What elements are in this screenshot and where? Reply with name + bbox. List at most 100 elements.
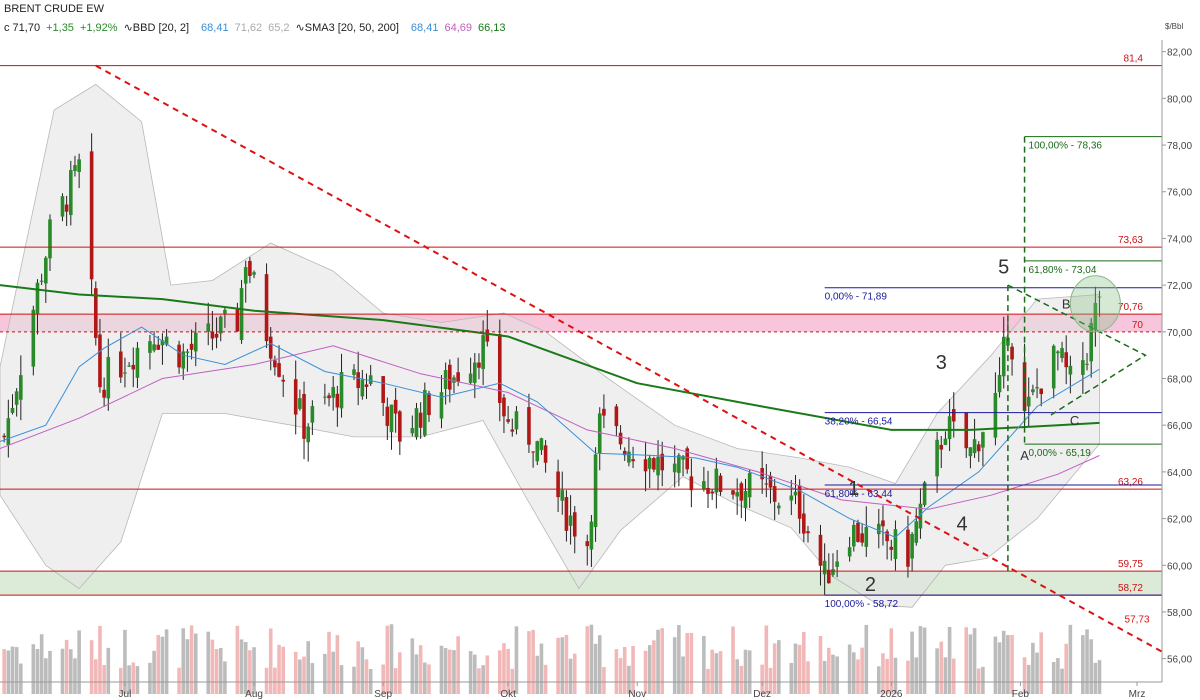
candle-body: [193, 332, 198, 352]
candle-body: [39, 280, 44, 282]
candle-body: [631, 459, 635, 462]
candle-body: [339, 371, 344, 409]
y-tick-label: 60,00: [1167, 561, 1192, 572]
candle-body: [427, 393, 431, 416]
candle-body: [2, 435, 6, 438]
volume-bar: [152, 650, 156, 694]
volume-bar: [802, 631, 806, 694]
candle-body: [64, 204, 69, 212]
x-tick-label: Mrz: [1129, 689, 1146, 700]
x-tick-label: Feb: [1012, 689, 1030, 700]
volume-bar: [248, 650, 252, 694]
volume-bar: [1035, 652, 1039, 694]
candle-body: [35, 282, 40, 314]
bollinger-band: [0, 83, 1100, 608]
volume-bar: [827, 647, 831, 694]
candle-body: [381, 376, 385, 404]
sma-label: ∿SMA3 [20, 50, 200]: [295, 22, 399, 34]
volume-bar: [89, 640, 94, 694]
volume-bar: [535, 655, 540, 694]
candle-body: [847, 547, 852, 557]
candle-body: [44, 257, 48, 284]
candle-body: [481, 335, 485, 370]
candle-body: [1031, 389, 1035, 393]
volume-bar: [77, 630, 81, 694]
candle-body: [768, 475, 773, 488]
candle-body: [206, 323, 211, 332]
volume-bar: [1064, 643, 1069, 694]
y-unit-label: $/Bbl: [1165, 22, 1183, 31]
candle-body: [385, 406, 390, 426]
candle-body: [506, 419, 510, 422]
volume-bar: [477, 668, 481, 694]
volume-bar: [497, 650, 502, 694]
volume-bar: [456, 636, 460, 694]
volume-bar: [627, 665, 631, 694]
volume-bar: [277, 644, 281, 694]
candle-body: [772, 486, 777, 502]
volume-bar: [777, 640, 781, 694]
downtrend-label: 57,73: [1125, 614, 1150, 625]
fib-blue-label-2: 61,80% - 63,44: [825, 489, 893, 500]
volume-bar: [910, 631, 914, 694]
candle-body: [214, 333, 219, 338]
candle-body: [706, 487, 710, 494]
volume-bar: [768, 667, 773, 694]
volume-bar: [677, 625, 681, 694]
volume-bar: [614, 649, 619, 694]
volume-bar: [876, 666, 881, 694]
candle-body: [485, 329, 490, 342]
candle-body: [1035, 387, 1039, 389]
candle-body: [910, 533, 914, 559]
volume-bar: [418, 645, 423, 694]
candle-body: [472, 362, 477, 383]
candle-body: [876, 523, 881, 535]
volume-bar: [731, 626, 735, 694]
volume-bar: [123, 629, 127, 694]
triangle-pattern: [1007, 284, 1147, 417]
volume-bar: [764, 625, 769, 694]
candle-body: [1010, 346, 1014, 360]
volume-bar: [252, 647, 256, 694]
candle-body: [14, 391, 19, 405]
candle-body: [164, 336, 169, 345]
volume-bar: [19, 663, 23, 694]
volume-bar: [218, 647, 223, 694]
volume-bar: [943, 657, 948, 694]
candle-body: [597, 413, 602, 454]
y-tick-label: 68,00: [1167, 375, 1192, 386]
candle-body: [743, 491, 748, 508]
volume-bar: [302, 656, 306, 694]
volume-bar: [1022, 657, 1027, 694]
volume-bar: [93, 659, 98, 694]
candle-body: [922, 482, 927, 505]
volume-bar: [564, 634, 569, 694]
volume-bar: [472, 654, 477, 694]
x-tick-label: Aug: [245, 689, 263, 700]
candle-body: [356, 372, 360, 389]
fib-green-label-1: 61,80% - 73,04: [1029, 265, 1097, 276]
candle-body: [677, 455, 681, 473]
candle-body: [789, 495, 794, 501]
x-tick-label: Okt: [500, 689, 516, 700]
volume-bar: [210, 639, 215, 694]
level-label-6: 58,72: [1118, 583, 1143, 594]
volume-bar: [772, 643, 777, 694]
candle-body: [564, 497, 569, 531]
candle-body: [177, 344, 181, 368]
candle-body: [456, 372, 460, 382]
volume-bar: [356, 641, 360, 694]
volume-bar: [797, 644, 802, 694]
volume-bar: [906, 660, 910, 694]
candle-body: [943, 438, 948, 445]
volume-bar: [48, 650, 52, 694]
volume-bar: [385, 625, 390, 694]
level-label-5: 59,75: [1118, 559, 1143, 570]
volume-bar: [214, 649, 219, 694]
candle-body: [647, 457, 652, 469]
y-tick-label: 66,00: [1167, 421, 1192, 432]
candle-body: [31, 309, 36, 367]
volume-bar: [102, 664, 106, 694]
chart-title-row: BRENT CRUDE EW: [4, 3, 110, 15]
volume-bar: [714, 653, 719, 694]
